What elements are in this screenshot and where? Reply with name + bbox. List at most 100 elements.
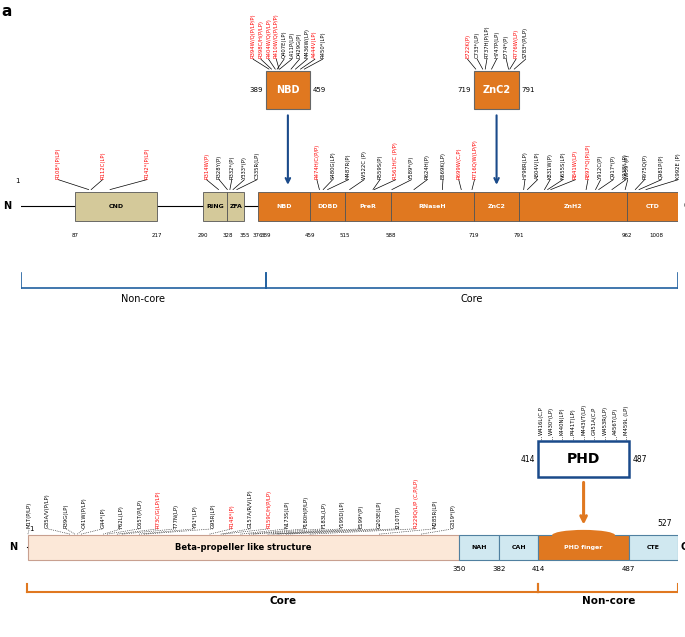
Text: E669K(LP): E669K(LP) <box>440 152 445 178</box>
Text: W522C (P): W522C (P) <box>362 150 366 178</box>
Text: G95R(LP): G95R(LP) <box>211 503 216 528</box>
Text: 459: 459 <box>312 87 325 93</box>
Text: M443I/T(LP): M443I/T(LP) <box>581 404 586 435</box>
Text: R561H/C (P/P): R561H/C (P/P) <box>393 141 398 178</box>
Text: A456T(LP): A456T(LP) <box>613 408 618 435</box>
Text: R39G(LP): R39G(LP) <box>64 504 68 528</box>
Text: C41W(P/LP): C41W(P/LP) <box>82 497 87 528</box>
Text: R776W(LP): R776W(LP) <box>513 29 519 58</box>
Text: R112C(LP): R112C(LP) <box>100 151 105 178</box>
Text: M285R(LP): M285R(LP) <box>432 499 437 528</box>
Text: ZnC2: ZnC2 <box>482 85 510 95</box>
Text: 87: 87 <box>72 233 79 238</box>
Text: DDBD: DDBD <box>317 204 338 209</box>
Bar <box>519 192 627 221</box>
Text: Y195D(LP): Y195D(LP) <box>340 501 345 528</box>
Bar <box>460 535 499 559</box>
Text: G157A/R/V(LP): G157A/R/V(LP) <box>248 489 253 528</box>
Text: M1T(P/LP): M1T(P/LP) <box>27 502 32 528</box>
Text: A804V(LP): A804V(LP) <box>535 151 540 178</box>
Text: D65T(P/LP): D65T(P/LP) <box>137 499 142 528</box>
Text: R142*(P/LP): R142*(P/LP) <box>144 147 149 178</box>
Text: W453R(LP): W453R(LP) <box>602 406 608 435</box>
Text: D429G(P): D429G(P) <box>297 32 302 58</box>
Text: Non-core: Non-core <box>121 294 165 304</box>
Text: CND: CND <box>109 204 124 209</box>
Text: R699W(C,P): R699W(C,P) <box>456 147 461 178</box>
Text: R841W(LP): R841W(LP) <box>573 149 578 178</box>
Bar <box>266 71 310 108</box>
Text: R404W/Q(P/LP): R404W/Q(P/LP) <box>266 18 271 58</box>
Text: Core: Core <box>269 596 296 606</box>
Bar <box>227 192 245 221</box>
Text: W959*(P): W959*(P) <box>625 153 630 178</box>
Text: a: a <box>1 4 12 19</box>
Text: R314W(P): R314W(P) <box>204 152 209 178</box>
Text: R73C/G(LP/LP): R73C/G(LP/LP) <box>155 490 161 528</box>
Text: ZnH2: ZnH2 <box>564 204 582 209</box>
Text: R450*(LP): R450*(LP) <box>320 31 325 58</box>
Text: Non-core: Non-core <box>582 596 635 606</box>
Text: R559S(P): R559S(P) <box>377 154 382 178</box>
Text: C: C <box>681 543 685 552</box>
Text: 487: 487 <box>622 566 636 571</box>
Text: R229Q/L/P (C,P/LP): R229Q/L/P (C,P/LP) <box>414 479 419 528</box>
Text: 588: 588 <box>386 233 397 238</box>
Text: C733*(LP): C733*(LP) <box>475 32 480 58</box>
Text: Q981P(P): Q981P(P) <box>659 154 664 178</box>
Text: R897*Q(P/LP): R897*Q(P/LP) <box>586 143 590 178</box>
Text: R159C/H(P/LP): R159C/H(P/LP) <box>266 490 271 528</box>
Text: 389: 389 <box>260 233 271 238</box>
Text: N655S(LP): N655S(LP) <box>560 151 565 178</box>
Bar <box>391 192 474 221</box>
Text: 355: 355 <box>239 233 249 238</box>
Text: NBD: NBD <box>276 204 292 209</box>
Text: H747P(LP): H747P(LP) <box>494 31 499 58</box>
Text: N: N <box>9 543 17 552</box>
Text: Y589*(P): Y589*(P) <box>409 155 414 178</box>
Text: E774*(P): E774*(P) <box>503 34 509 58</box>
Text: R975Q(P): R975Q(P) <box>642 154 647 178</box>
Text: H798R(LP): H798R(LP) <box>523 150 527 178</box>
Text: ZFA: ZFA <box>229 204 242 209</box>
Bar <box>538 441 629 477</box>
Text: M436W(LP): M436W(LP) <box>305 28 310 58</box>
Text: Core: Core <box>461 294 483 304</box>
Text: P441T(LP): P441T(LP) <box>571 408 575 435</box>
Text: P180H(P/LP): P180H(P/LP) <box>303 496 308 528</box>
Text: 487: 487 <box>632 455 647 464</box>
Text: RING: RING <box>206 204 224 209</box>
Text: R737H(P/LP): R737H(P/LP) <box>484 25 489 58</box>
Bar <box>474 192 519 221</box>
Text: RNaseH: RNaseH <box>419 204 447 209</box>
Text: Q917*(P): Q917*(P) <box>611 154 616 178</box>
Text: Y938* (P): Y938* (P) <box>623 154 628 178</box>
Text: 290: 290 <box>198 233 209 238</box>
Text: 1: 1 <box>29 526 34 532</box>
Text: R410W/Q(P/LP/P): R410W/Q(P/LP/P) <box>274 13 279 58</box>
Text: 376: 376 <box>252 233 263 238</box>
Text: 962: 962 <box>622 233 632 238</box>
Bar <box>627 192 678 221</box>
Text: A444V(LP): A444V(LP) <box>312 31 317 58</box>
Ellipse shape <box>552 530 615 541</box>
Text: 1008: 1008 <box>649 233 663 238</box>
Text: PreR: PreR <box>360 204 377 209</box>
Text: R332*(P): R332*(P) <box>229 155 234 178</box>
Text: 791: 791 <box>514 233 525 238</box>
Text: G319*(P): G319*(P) <box>451 504 456 528</box>
Text: N173S(LP): N173S(LP) <box>285 501 290 528</box>
Text: W430*(LP): W430*(LP) <box>549 407 554 435</box>
Text: F183L(LP): F183L(LP) <box>322 502 327 528</box>
Text: G451A(C,P: G451A(C,P <box>592 406 597 435</box>
Text: 459: 459 <box>305 233 315 238</box>
Text: 515: 515 <box>340 233 351 238</box>
Bar <box>258 192 310 221</box>
Bar <box>345 192 391 221</box>
Text: R328Y(P): R328Y(P) <box>216 154 222 178</box>
Text: CAH: CAH <box>512 545 526 550</box>
Bar <box>538 535 629 559</box>
Text: I210T(P): I210T(P) <box>395 506 400 528</box>
Bar <box>474 71 519 108</box>
Text: Y91*(LP): Y91*(LP) <box>192 505 197 528</box>
